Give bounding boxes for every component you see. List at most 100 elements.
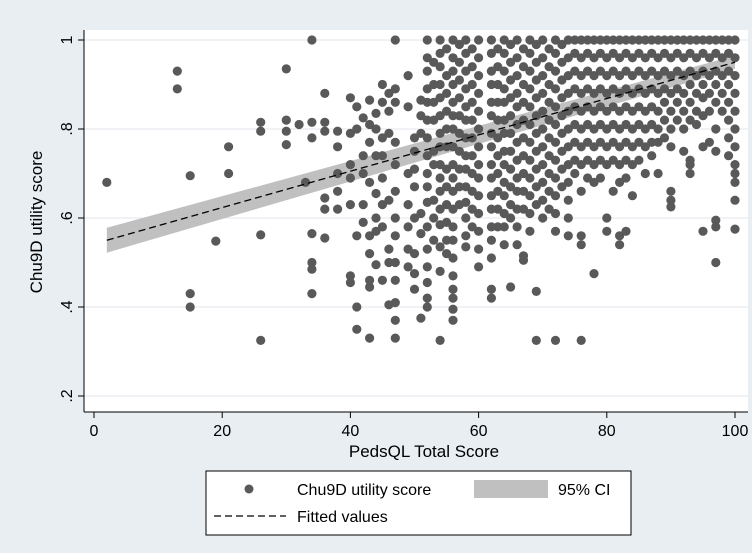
data-point-27: [320, 117, 330, 127]
data-point-52: [358, 200, 368, 210]
data-point-493: [627, 106, 638, 116]
data-point-412: [576, 88, 586, 98]
data-point-451: [602, 71, 612, 81]
data-point-477: [615, 231, 625, 241]
data-point-230: [474, 71, 484, 81]
data-point-390: [563, 71, 573, 81]
data-point-429: [583, 173, 593, 183]
data-point-175: [448, 66, 458, 76]
data-point-317: [518, 186, 529, 196]
data-point-456: [602, 160, 612, 170]
data-point-430: [589, 35, 599, 45]
data-point-91: [390, 213, 400, 223]
data-point-574: [691, 119, 702, 130]
data-point-77: [377, 275, 387, 285]
data-point-226: [467, 204, 477, 214]
data-point-457: [602, 213, 612, 223]
data-point-336: [531, 93, 541, 103]
data-point-79: [384, 106, 394, 116]
data-point-239: [474, 226, 484, 236]
data-point-294: [506, 213, 516, 223]
data-point-386: [557, 164, 567, 174]
data-point-522: [653, 35, 663, 45]
data-point-504: [634, 137, 644, 147]
data-point-448: [595, 173, 606, 183]
data-point-16: [281, 140, 291, 150]
data-point-509: [640, 88, 650, 98]
data-point-322: [525, 48, 535, 59]
data-point-392: [563, 106, 573, 116]
data-point-511: [640, 124, 650, 134]
data-point-619: [730, 160, 740, 170]
data-point-144: [429, 235, 439, 245]
data-point-6: [211, 236, 221, 246]
data-point-468: [615, 35, 625, 45]
data-point-347: [538, 71, 548, 81]
data-point-112: [409, 284, 420, 294]
data-point-292: [506, 182, 516, 192]
data-point-293: [506, 200, 516, 210]
data-point-92: [390, 231, 400, 241]
data-point-173: [448, 35, 458, 45]
data-point-21: [307, 133, 317, 143]
data-point-50: [358, 151, 368, 161]
data-point-396: [563, 177, 573, 187]
data-point-121: [422, 66, 432, 76]
data-point-567: [685, 160, 695, 170]
data-point-365: [544, 204, 554, 214]
data-point-134: [422, 293, 432, 303]
data-point-380: [557, 57, 567, 67]
data-point-296: [512, 35, 522, 45]
axes: .2 .4 .6 .8 1 0 20 40 60 80 100: [59, 30, 748, 440]
data-point-576: [698, 48, 708, 59]
data-point-614: [730, 71, 740, 81]
data-point-256: [486, 253, 496, 263]
data-point-83: [384, 257, 394, 268]
data-point-349: [538, 106, 548, 116]
data-point-63: [371, 108, 381, 118]
data-point-436: [589, 142, 599, 152]
data-point-498: [634, 35, 644, 45]
data-point-224: [467, 168, 477, 179]
data-point-299: [512, 88, 522, 98]
data-point-22: [307, 229, 317, 239]
data-point-188: [448, 271, 458, 281]
data-point-81: [384, 195, 394, 205]
data-point-570: [691, 53, 702, 63]
data-point-166: [442, 142, 452, 152]
data-point-432: [589, 71, 599, 81]
data-point-76: [377, 222, 387, 232]
data-point-371: [550, 119, 561, 130]
data-point-126: [422, 151, 432, 161]
x-tick-label-5: 100: [722, 423, 749, 440]
data-point-422: [583, 48, 593, 59]
data-point-97: [390, 333, 400, 343]
data-point-31: [320, 233, 330, 243]
data-point-54: [365, 95, 375, 105]
data-point-241: [474, 262, 484, 272]
data-point-506: [640, 35, 650, 45]
data-point-364: [544, 186, 554, 196]
data-point-618: [730, 142, 740, 152]
data-point-305: [512, 186, 522, 196]
data-point-232: [474, 106, 484, 116]
data-point-439: [589, 269, 599, 279]
data-point-90: [390, 186, 400, 196]
data-point-48: [352, 324, 362, 334]
data-point-362: [544, 151, 554, 161]
data-point-189: [448, 284, 458, 294]
data-point-458: [602, 226, 612, 236]
data-point-165: [442, 124, 452, 134]
data-point-620: [730, 168, 740, 179]
legend-label-fitted: Fitted values: [297, 509, 388, 526]
data-point-240: [474, 244, 484, 254]
data-point-57: [365, 177, 375, 187]
data-point-617: [730, 124, 740, 134]
data-point-434: [589, 106, 599, 116]
data-point-46: [352, 231, 362, 241]
data-point-575: [698, 35, 708, 45]
data-point-69: [371, 260, 381, 270]
data-point-261: [493, 79, 503, 90]
data-point-138: [429, 97, 439, 107]
data-point-33: [333, 142, 343, 152]
